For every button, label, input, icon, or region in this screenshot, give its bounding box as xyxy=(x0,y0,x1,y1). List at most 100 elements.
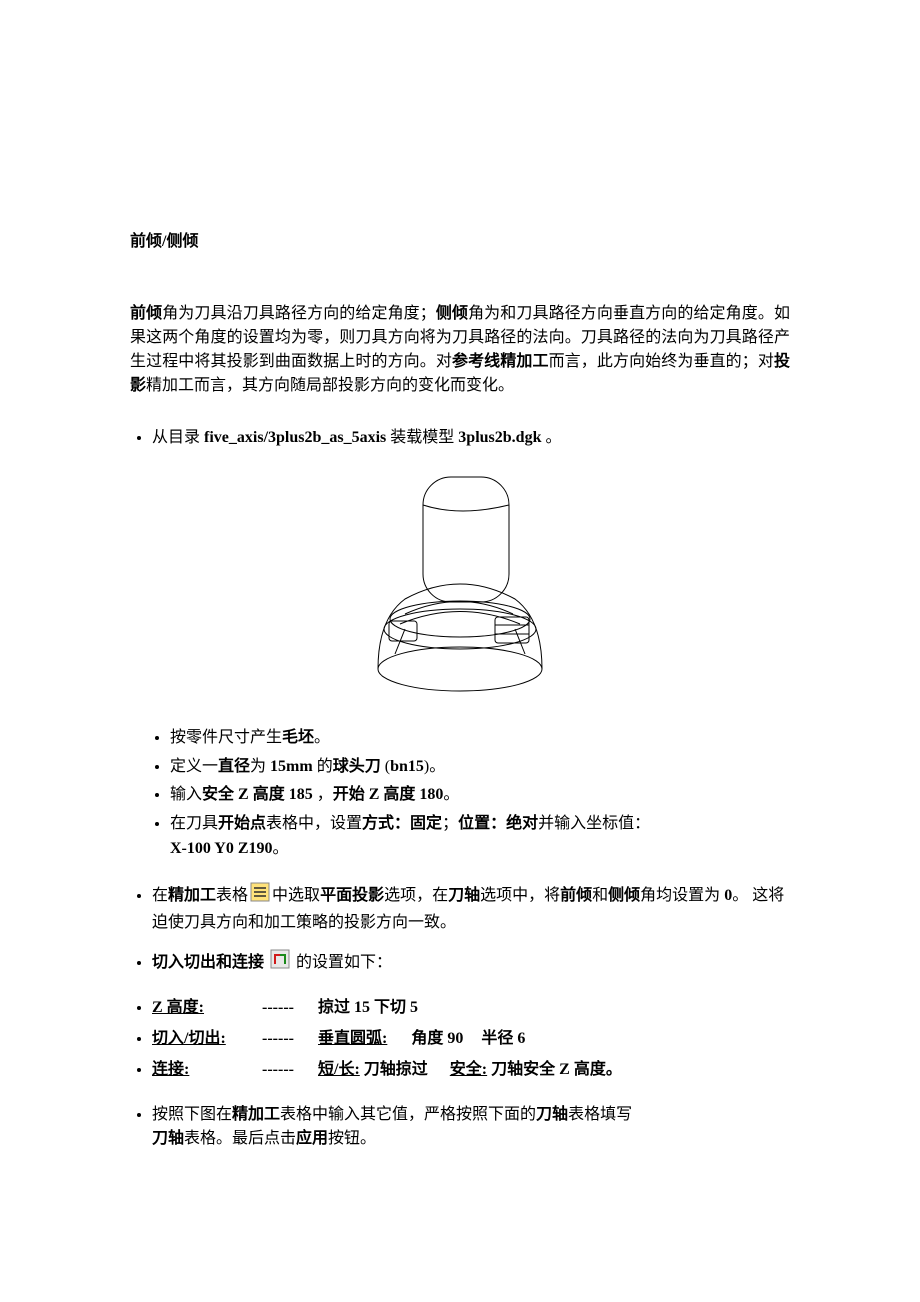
dash: ------ xyxy=(262,1058,318,1083)
list-item: 在精加工表格中选取平面投影选项，在刀轴选项中，将前倾和侧倾角均设置为 0。 这将… xyxy=(152,882,790,936)
term: 精加工 xyxy=(168,887,216,904)
text: 装载模型 xyxy=(386,429,458,446)
text: 表格。最后点击 xyxy=(184,1130,296,1147)
option: 平面投影 xyxy=(320,887,384,904)
document-page: 前倾/侧倾 前倾角为刀具沿刀具路径方向的给定角度；侧倾角为和刀具路径方向垂直方向… xyxy=(0,0,920,1224)
text: 按照下图在 xyxy=(152,1106,232,1123)
coordinates: X-100 Y0 Z190 xyxy=(170,840,273,857)
setting-value: 半径 6 xyxy=(481,1027,525,1052)
list-item: 按照下图在精加工表格中输入其它值，严格按照下面的刀轴表格填写刀轴表格。最后点击应… xyxy=(152,1103,790,1153)
button-name: 应用 xyxy=(296,1130,328,1147)
text: 输入 xyxy=(170,786,202,803)
setting-row: 连接: ------ 短/长: 刀轴掠过 安全: 刀轴安全 Z 高度。 xyxy=(152,1058,790,1083)
text: ， xyxy=(313,786,333,803)
setting-label: Z 高度: xyxy=(152,996,262,1021)
list-item: 切入切出和连接 的设置如下： xyxy=(152,949,790,978)
text: 表格中输入其它值，严格按照下面的 xyxy=(280,1106,536,1123)
text: 和 xyxy=(592,887,608,904)
dash: ------ xyxy=(262,996,318,1021)
term: 侧倾 xyxy=(608,887,640,904)
text: ( xyxy=(381,758,390,775)
list-item: 按零件尺寸产生毛坯。 xyxy=(170,726,790,751)
finishing-form-icon xyxy=(250,882,270,911)
term-lean: 侧倾 xyxy=(436,305,468,322)
model-figure xyxy=(130,469,790,712)
text: 并输入坐标值： xyxy=(538,815,650,832)
term: 刀轴 xyxy=(536,1106,568,1123)
step-list: 按照下图在精加工表格中输入其它值，严格按照下面的刀轴表格填写刀轴表格。最后点击应… xyxy=(130,1103,790,1153)
list-item: 定义一直径为 15mm 的球头刀 (bn15)。 xyxy=(170,755,790,780)
text: 表格 xyxy=(216,887,248,904)
text: 。 xyxy=(443,786,459,803)
term: 刀轴 xyxy=(448,887,480,904)
text: 选项中，将 xyxy=(480,887,560,904)
text: 定义一 xyxy=(170,758,218,775)
text: 从目录 xyxy=(152,429,204,446)
setting: 位置：绝对 xyxy=(458,815,538,832)
list-item: 输入安全 Z 高度 185 ，开始 Z 高度 180。 xyxy=(170,783,790,808)
text: 在刀具 xyxy=(170,815,218,832)
setting-value: 刀轴掠过 xyxy=(364,1058,428,1083)
text: ； xyxy=(442,815,458,832)
setting-row: Z 高度: ------ 掠过 15 下切 5 xyxy=(152,996,790,1021)
settings-list: Z 高度: ------ 掠过 15 下切 5 切入/切出: ------ 垂直… xyxy=(130,996,790,1082)
text: 角均设置为 xyxy=(640,887,724,904)
setting-label: 切入/切出: xyxy=(152,1027,262,1052)
term: 前倾 xyxy=(560,887,592,904)
setting-value: 掠过 15 下切 5 xyxy=(318,996,418,1021)
setting-row: 切入/切出: ------ 垂直圆弧: 角度 90 半径 6 xyxy=(152,1027,790,1052)
term: 球头刀 xyxy=(333,758,381,775)
text: 表格填写 xyxy=(568,1106,632,1123)
text: 。 xyxy=(541,429,561,446)
setting-value: 角度 90 xyxy=(411,1027,463,1052)
step-list: 从目录 five_axis/3plus2b_as_5axis 装载模型 3plu… xyxy=(130,426,790,451)
term: 直径 xyxy=(218,758,250,775)
setting-sub: 短/长: xyxy=(318,1058,360,1083)
list-item: 从目录 five_axis/3plus2b_as_5axis 装载模型 3plu… xyxy=(152,426,790,451)
model-wireframe-icon xyxy=(345,469,575,704)
text: 。 xyxy=(273,840,289,857)
text: 表格中，设置 xyxy=(266,815,362,832)
setting: 安全 Z 高度 185 xyxy=(202,786,313,803)
term: 精加工 xyxy=(232,1106,280,1123)
text: 。 xyxy=(314,729,330,746)
leads-links-icon xyxy=(270,949,290,978)
value: 0 xyxy=(724,887,732,904)
step-list: 在精加工表格中选取平面投影选项，在刀轴选项中，将前倾和侧倾角均设置为 0。 这将… xyxy=(130,882,790,936)
intro-text: 精加工而言，其方向随局部投影方向的变化而变化。 xyxy=(146,377,514,394)
text: 中选取 xyxy=(272,887,320,904)
text: 在 xyxy=(152,887,168,904)
step-list: 切入切出和连接 的设置如下： xyxy=(130,949,790,978)
bullet-list: 按零件尺寸产生毛坯。 定义一直径为 15mm 的球头刀 (bn15)。 输入安全… xyxy=(130,726,790,862)
setting: 方式：固定 xyxy=(362,815,442,832)
setting: 开始 Z 高度 180 xyxy=(333,786,444,803)
term: 刀轴 xyxy=(152,1130,184,1147)
term-refline: 参考线精加工 xyxy=(452,353,549,370)
path-text: five_axis/3plus2b_as_5axis xyxy=(204,429,386,446)
text: 。 xyxy=(606,1058,622,1083)
text: 按零件尺寸产生 xyxy=(170,729,282,746)
term: 开始点 xyxy=(218,815,266,832)
intro-paragraph: 前倾角为刀具沿刀具路径方向的给定角度；侧倾角为和刀具路径方向垂直方向的给定角度。… xyxy=(130,302,790,398)
dash: ------ xyxy=(262,1027,318,1052)
term: 切入切出和连接 xyxy=(152,954,264,971)
text: 的设置如下： xyxy=(296,954,392,971)
intro-text: 而言，此方向始终为垂直的；对 xyxy=(549,353,774,370)
text: 选项，在 xyxy=(384,887,448,904)
term-lead: 前倾 xyxy=(130,305,162,322)
term: 毛坯 xyxy=(282,729,314,746)
text: 的 xyxy=(313,758,333,775)
text: 按钮。 xyxy=(328,1130,376,1147)
model-name: 3plus2b.dgk xyxy=(458,429,541,446)
setting-sub: 安全: xyxy=(450,1058,487,1083)
text: 为 xyxy=(250,758,270,775)
tool-name: bn15 xyxy=(390,758,424,775)
value: 15mm xyxy=(270,758,313,775)
section-title: 前倾/侧倾 xyxy=(130,230,790,254)
text: )。 xyxy=(424,758,445,775)
setting-sub: 垂直圆弧: xyxy=(318,1027,387,1052)
setting-value: 刀轴安全 Z 高度 xyxy=(491,1058,606,1083)
list-item: 在刀具开始点表格中，设置方式：固定；位置：绝对并输入坐标值： X-100 Y0 … xyxy=(170,812,790,862)
intro-text: 角为刀具沿刀具路径方向的给定角度； xyxy=(162,305,436,322)
setting-label: 连接: xyxy=(152,1058,262,1083)
